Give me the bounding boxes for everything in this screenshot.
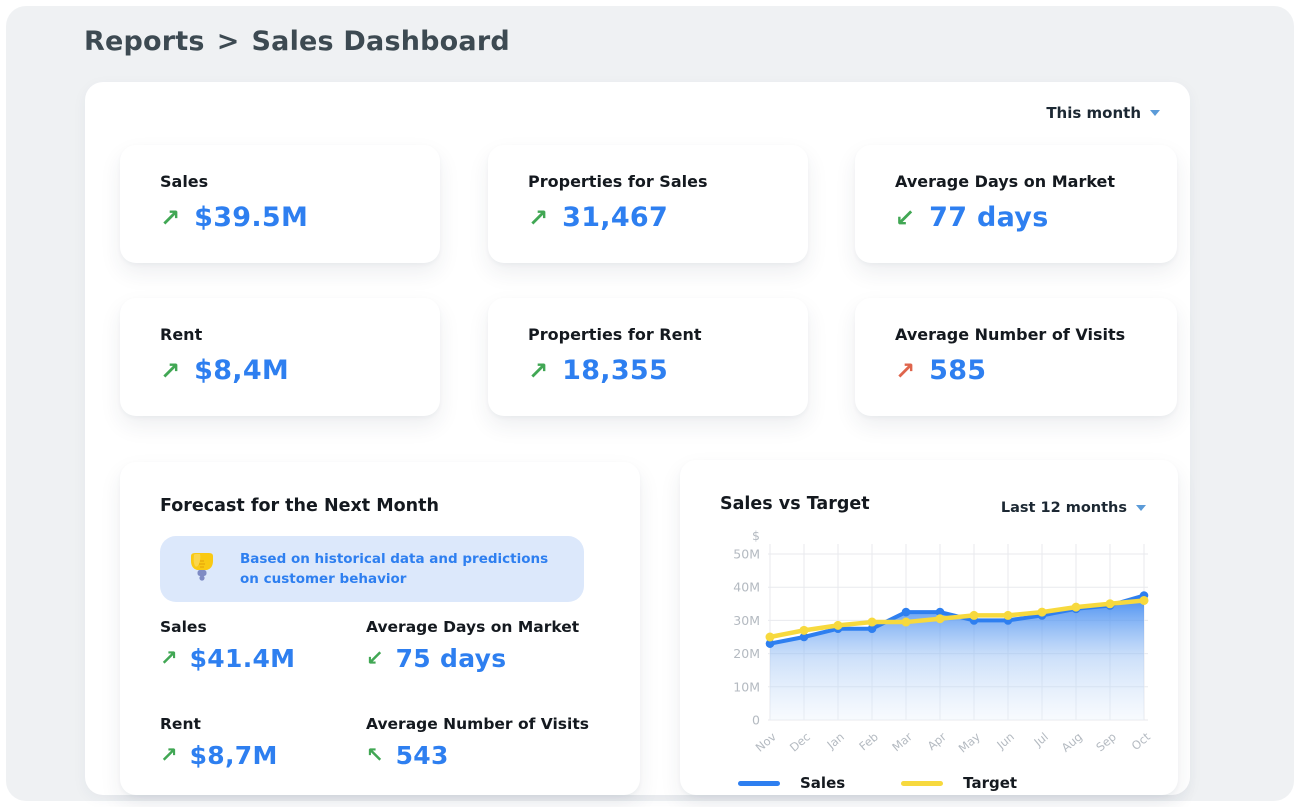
forecast-stat-rent: Rent ↗ $8,7M (160, 715, 366, 770)
forecast-note-banner: Based on historical data and predictions… (160, 536, 584, 602)
forecast-note-text: Based on historical data and predictions… (240, 550, 549, 587)
svg-text:Jul: Jul (1031, 730, 1051, 750)
stat-value: 75 days (395, 644, 507, 673)
kpi-card-properties-for-sales: Properties for Sales ↗ 31,467 (488, 145, 808, 263)
svg-text:May: May (956, 729, 983, 755)
svg-text:Nov: Nov (753, 729, 779, 754)
page-title: Sales Dashboard (251, 26, 510, 57)
svg-text:Feb: Feb (856, 730, 881, 754)
chart-period-dropdown[interactable]: Last 12 months (1001, 500, 1146, 516)
svg-text:Oct: Oct (1129, 729, 1154, 753)
svg-text:Dec: Dec (787, 730, 813, 755)
svg-text:30M: 30M (733, 613, 760, 628)
sales-vs-target-card: Sales vs Target Last 12 months $50M 40M 30… (680, 460, 1178, 795)
kpi-label: Rent (160, 325, 203, 344)
forecast-stats: Sales ↗ $41.4M Average Days on Market ↙ … (160, 618, 610, 770)
kpi-value: $39.5M (194, 202, 309, 233)
target-line-swatch (901, 780, 944, 786)
legend-label: Target (963, 774, 1018, 792)
chart-period-value: Last 12 months (1000, 500, 1127, 516)
svg-text:Jan: Jan (824, 730, 847, 753)
breadcrumb: Reports > Sales Dashboard (84, 26, 510, 57)
stat-value: $41.4M (189, 644, 296, 673)
kpi-value: 31,467 (562, 202, 669, 233)
stat-value: 543 (395, 741, 449, 770)
svg-text:$: $ (752, 528, 760, 543)
dashboard-panel: This month Sales ↗ $39.5M Properties for… (85, 82, 1190, 795)
forecast-stat-sales: Sales ↗ $41.4M (160, 618, 366, 673)
stat-label: Average Days on Market (366, 618, 580, 636)
kpi-label: Average Days on Market (895, 172, 1116, 191)
trend-down-left-icon: ↙ (366, 646, 384, 670)
kpi-card-sales: Sales ↗ $39.5M (120, 145, 440, 263)
svg-text:20M: 20M (733, 646, 760, 661)
kpi-label: Properties for Sales (528, 172, 708, 191)
forecast-stat-average-days-on-market: Average Days on Market ↙ 75 days (366, 618, 610, 673)
forecast-title: Forecast for the Next Month (160, 496, 439, 516)
stat-label: Sales (160, 618, 207, 636)
forecast-stat-average-number-of-visits: Average Number of Visits ↖ 543 (366, 715, 610, 770)
chart-legend: Sales Target (738, 774, 1017, 792)
kpi-label: Properties for Rent (528, 325, 702, 344)
legend-label: Sales (800, 774, 846, 792)
stat-label: Average Number of Visits (366, 715, 589, 733)
stat-value: $8,7M (189, 741, 278, 770)
stat-label: Rent (160, 715, 201, 733)
trend-up-right-icon: ↗ (160, 356, 181, 385)
lightbulb-icon (191, 553, 213, 581)
kpi-value: $8,4M (194, 355, 290, 386)
kpi-card-properties-for-rent: Properties for Rent ↗ 18,355 (488, 298, 808, 416)
svg-text:0: 0 (752, 713, 760, 728)
trend-down-left-icon: ↙ (895, 203, 916, 232)
trend-up-right-icon: ↗ (895, 356, 916, 385)
legend-item-target[interactable]: Target (901, 774, 1017, 792)
kpi-card-average-days-on-market: Average Days on Market ↙ 77 days (855, 145, 1177, 263)
svg-text:Mar: Mar (889, 729, 915, 754)
kpi-card-rent: Rent ↗ $8,4M (120, 298, 440, 416)
breadcrumb-separator: > (216, 26, 240, 57)
forecast-card: Forecast for the Next Month Based on his… (120, 462, 640, 795)
svg-text:Jun: Jun (993, 730, 1017, 753)
legend-item-sales[interactable]: Sales (738, 774, 845, 792)
breadcrumb-section-reports[interactable]: Reports (84, 26, 205, 57)
trend-up-right-icon: ↗ (160, 743, 178, 767)
kpi-card-average-number-of-visits: Average Number of Visits ↗ 585 (855, 298, 1177, 416)
svg-text:50M: 50M (733, 547, 760, 562)
kpi-value: 18,355 (562, 355, 669, 386)
chevron-down-icon (1150, 110, 1160, 116)
kpi-label: Sales (160, 172, 209, 191)
trend-up-right-icon: ↗ (160, 203, 181, 232)
svg-text:Apr: Apr (925, 729, 949, 753)
svg-text:40M: 40M (733, 580, 760, 595)
svg-text:Aug: Aug (1059, 730, 1085, 755)
trend-up-left-icon: ↖ (366, 743, 384, 767)
chart-title: Sales vs Target (720, 494, 870, 514)
period-dropdown-value: This month (1046, 104, 1141, 122)
kpi-value: 77 days (929, 202, 1049, 233)
svg-text:10M: 10M (733, 679, 760, 694)
trend-up-right-icon: ↗ (528, 356, 549, 385)
sales-line-swatch (738, 780, 780, 786)
chevron-down-icon (1136, 505, 1146, 511)
kpi-value: 585 (929, 355, 987, 386)
kpi-label: Average Number of Visits (895, 325, 1126, 344)
trend-up-right-icon: ↗ (160, 646, 178, 670)
period-dropdown[interactable]: This month (1046, 104, 1160, 122)
svg-text:Sep: Sep (1093, 730, 1119, 755)
trend-up-right-icon: ↗ (528, 203, 549, 232)
